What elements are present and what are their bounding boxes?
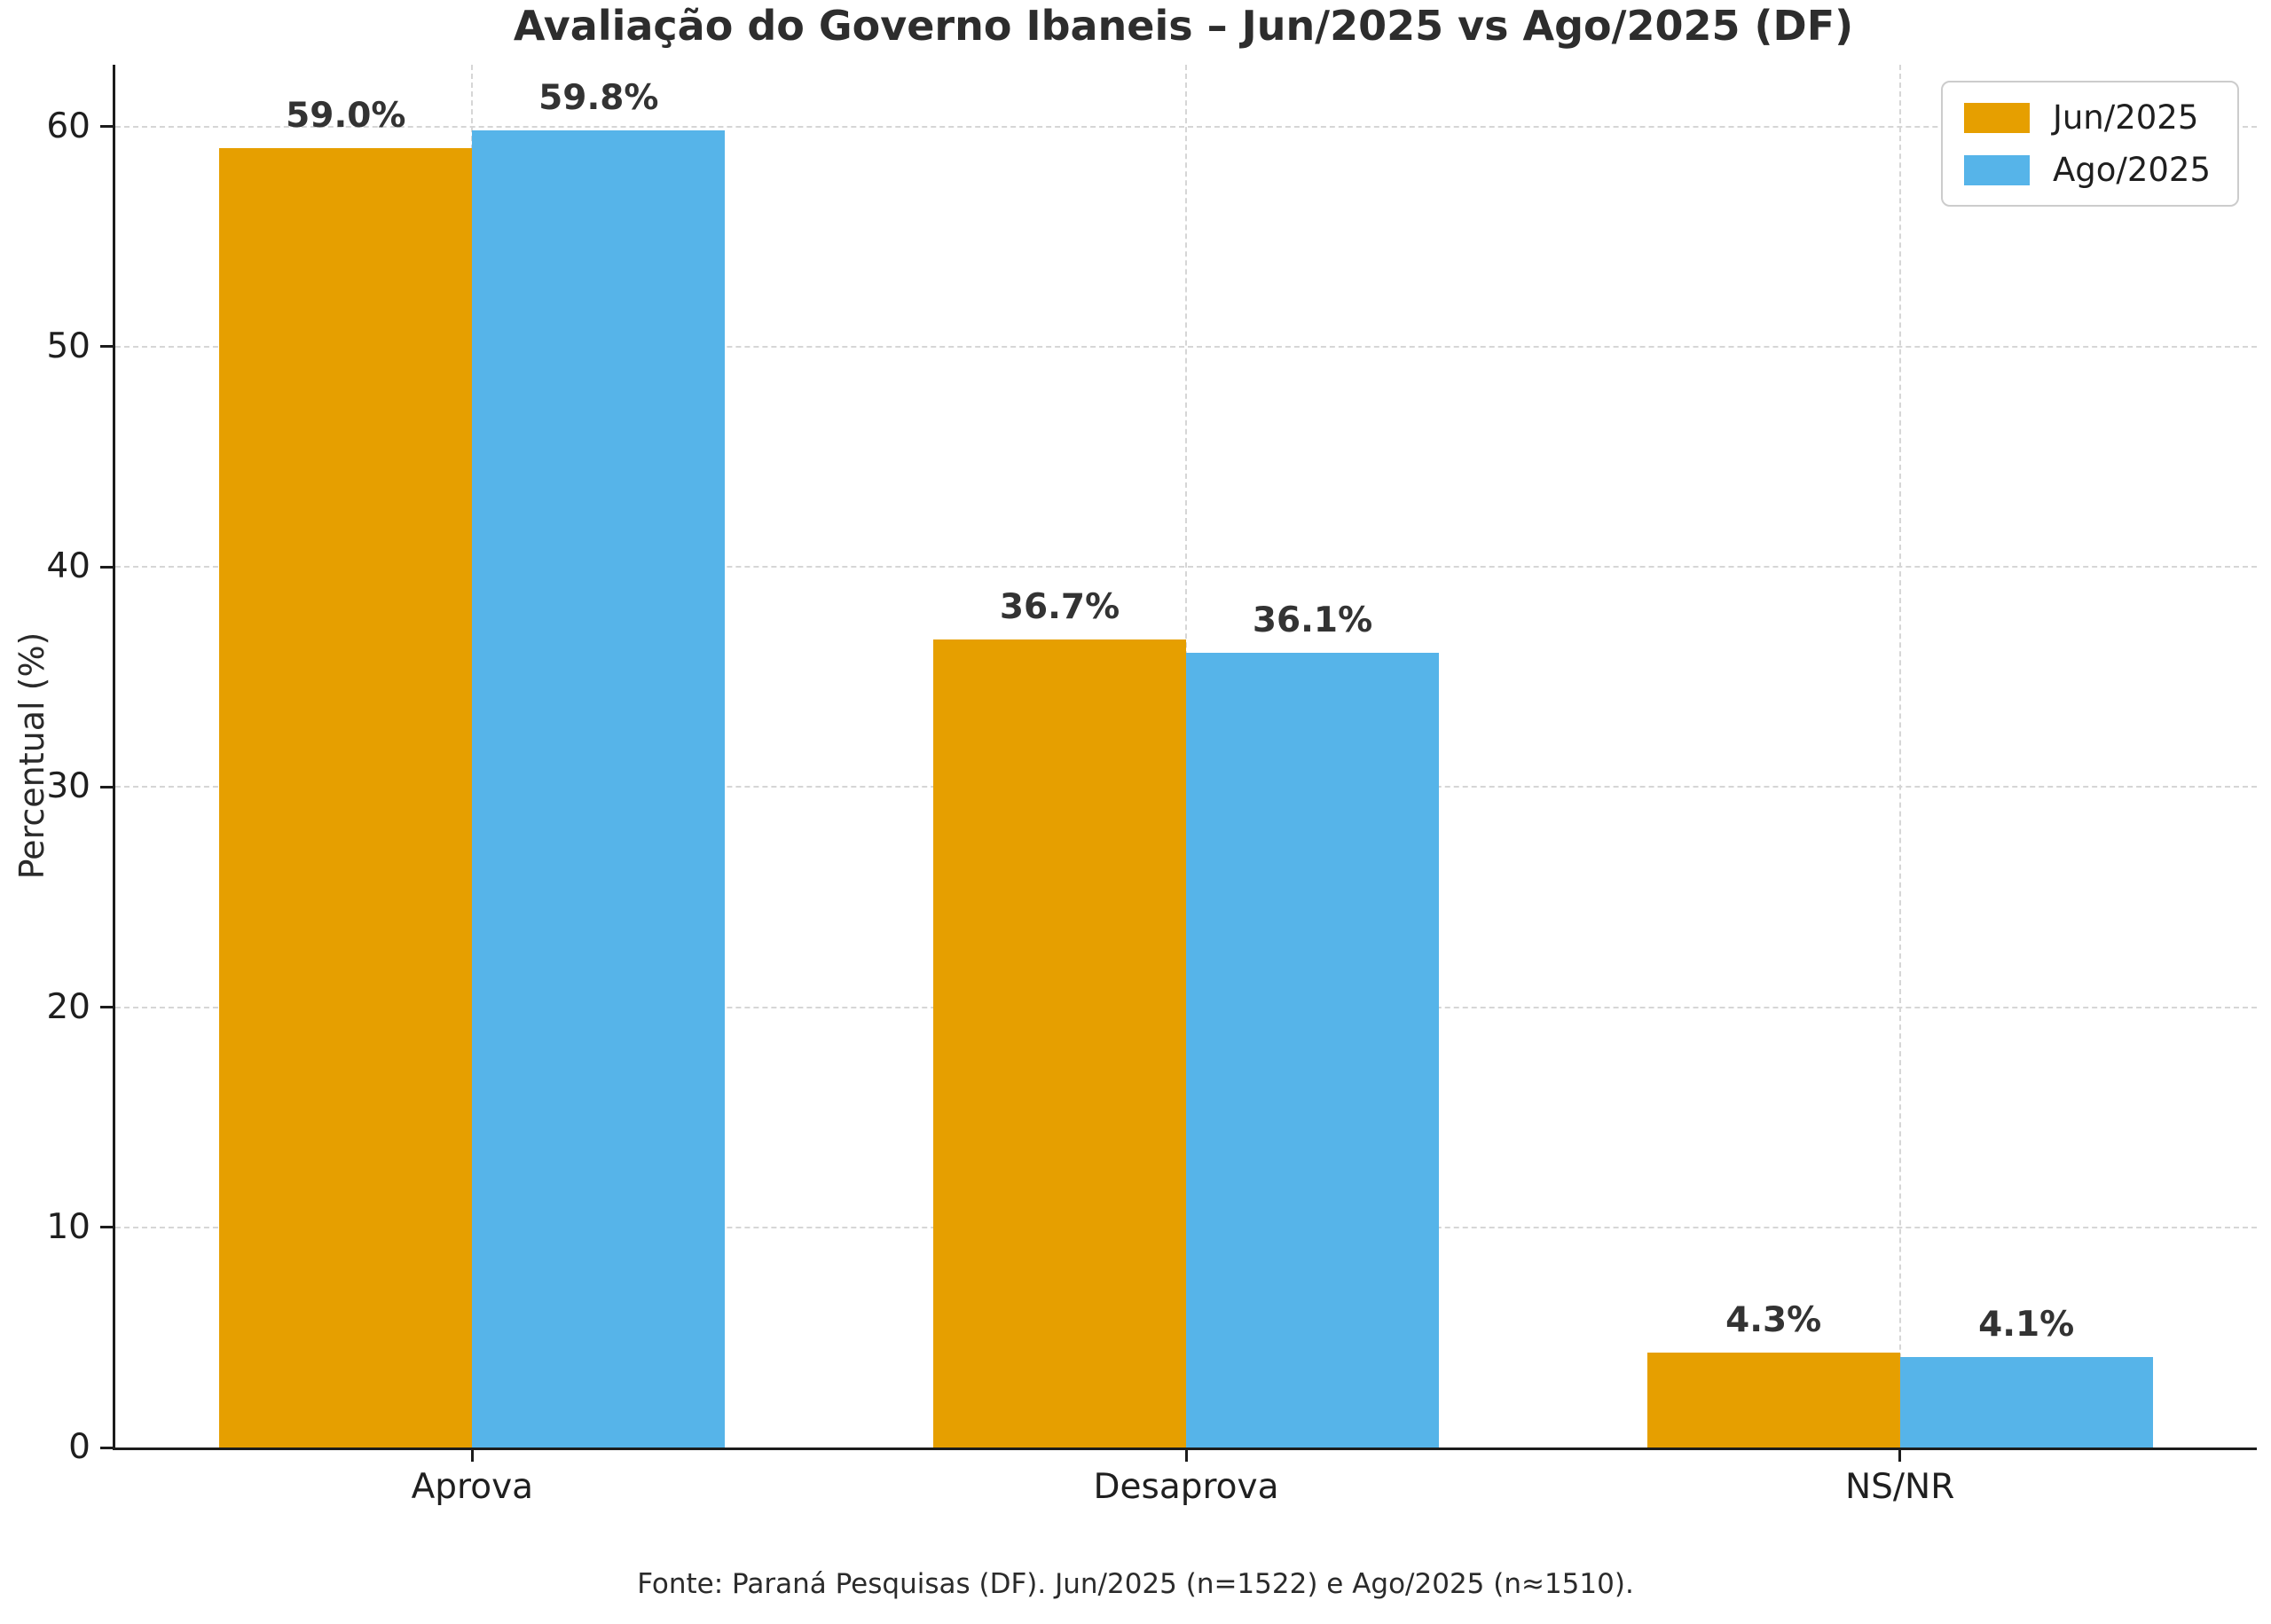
x-tick-ns-nr: [1898, 1450, 1902, 1462]
y-tick-10: [100, 1226, 113, 1229]
y-tick-label-40: 40: [46, 546, 90, 586]
x-tick-label-desaprova: Desaprova: [1093, 1467, 1279, 1507]
legend-swatch-jun-2025-icon: [1963, 102, 2030, 133]
y-tick-label-20: 20: [46, 986, 90, 1027]
legend: Jun/2025 Ago/2025: [1940, 81, 2239, 207]
bar-jun-2025-aprova: [219, 148, 473, 1447]
bar-value-ago-2025-desaprova: 36.1%: [1252, 600, 1373, 640]
y-tick-label-10: 10: [46, 1206, 90, 1247]
legend-swatch-ago-2025-icon: [1963, 154, 2030, 185]
gridline-x-ns-nr: [1898, 65, 1901, 1447]
bar-jun-2025-desaprova: [933, 639, 1186, 1447]
y-tick-20: [100, 1006, 113, 1008]
legend-label-ago-2025: Ago/2025: [2052, 151, 2211, 189]
source-note: Fonte: Paraná Pesquisas (DF). Jun/2025 (…: [637, 1568, 1634, 1600]
y-tick-0: [100, 1446, 113, 1449]
bar-jun-2025-ns-nr: [1646, 1353, 1900, 1447]
bar-value-jun-2025-desaprova: 36.7%: [999, 586, 1120, 627]
legend-item-jun-2025: Jun/2025: [1963, 98, 2211, 137]
y-tick-label-0: 0: [68, 1427, 90, 1467]
legend-label-jun-2025: Jun/2025: [2052, 98, 2199, 137]
bar-ago-2025-ns-nr: [1899, 1357, 2153, 1447]
bar-ago-2025-desaprova: [1186, 652, 1439, 1447]
bar-value-ago-2025-ns-nr: 4.1%: [1978, 1305, 2075, 1345]
bar-value-jun-2025-ns-nr: 4.3%: [1725, 1300, 1822, 1341]
bar-ago-2025-aprova: [472, 130, 726, 1447]
x-tick-label-aprova: Aprova: [411, 1467, 534, 1507]
y-tick-60: [100, 125, 113, 128]
x-tick-aprova: [470, 1450, 474, 1462]
x-tick-label-ns-nr: NS/NR: [1844, 1467, 1955, 1507]
bar-value-jun-2025-aprova: 59.0%: [286, 96, 406, 137]
x-tick-desaprova: [1184, 1450, 1188, 1462]
y-axis-title: Percentual (%): [12, 632, 51, 880]
legend-item-ago-2025: Ago/2025: [1963, 151, 2211, 189]
plot-area: Jun/2025 Ago/2025 0 10 20 30 40 50 60 Aprova Des…: [46, 65, 2257, 1507]
y-tick-30: [100, 785, 113, 788]
chart-title: Avaliação do Governo Ibaneis – Jun/2025 …: [513, 2, 1854, 50]
y-tick-label-50: 50: [46, 326, 90, 366]
y-tick-50: [100, 345, 113, 349]
y-tick-label-30: 30: [46, 766, 90, 807]
bar-value-ago-2025-aprova: 59.8%: [538, 78, 659, 119]
y-tick-40: [100, 565, 113, 569]
y-tick-label-60: 60: [46, 106, 90, 146]
